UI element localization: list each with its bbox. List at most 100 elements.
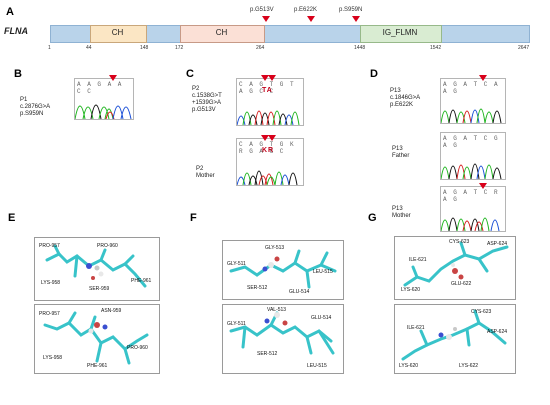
panel-c-caption-top: P2 c.1538G>T +1539G>A p.G513V [192,86,222,114]
residue-label: CYS-623 [471,309,492,315]
panel-b-label: B [14,68,22,80]
chromatogram-c-bottom-trace [237,170,298,185]
residue-label: LYS-958 [41,280,61,286]
residue-label: LEU-515 [313,269,333,275]
panel-f-label: F [190,212,197,224]
chromatogram-d-bottom-sequence: A G A T C R A G [443,189,500,203]
structure-e-top: PRO-957 PRO-960 LYS-958 SER-959 PHE-961 [34,237,160,301]
variant-label-g513v: p.G513V [250,7,274,13]
residue-label: LYS-620 [399,363,419,369]
chromatogram-c-bottom-marker-2 [268,135,276,141]
residue-label: PRO-960 [97,243,118,249]
patient-id: P13 [390,88,401,94]
residue-label: ILE-621 [409,257,427,263]
variant-label-e622k: p.E622K [294,7,318,13]
cdna-change: c.2876G>A [20,104,51,110]
structure-e-bottom: PRO-957 ASN-959 LYS-958 PRO-960 PHE-961 [34,304,160,374]
ch-domain-2-label: CH [215,28,228,37]
residue-label: PRO-957 [39,243,60,249]
structure-g-bottom-model [401,309,507,361]
chromatogram-c-bottom-marker-1 [261,135,269,141]
chromatogram-c-top-marker-1 [261,75,269,81]
gene-name: FLNA [4,26,28,36]
position-148: 148 [140,45,149,51]
chromatogram-d-bottom-trace [441,217,500,231]
ig-flmn-domain-label: IG_FLMN [382,28,418,37]
residue-label: PRO-957 [39,311,60,317]
structure-e-bottom-model [43,311,149,365]
chromatogram-d-bottom-marker [479,183,487,189]
residue-label: GLU-514 [289,289,310,295]
residue-label: SER-512 [247,285,268,291]
structure-g-bottom: CYS-623 ILE-621 ASP-624 LYS-620 LYS-622 [394,304,516,374]
chromatogram-c-top-trace [237,110,300,125]
residue-label: GLU-622 [451,281,472,287]
position-1448: 1448 [354,45,366,51]
chromatogram-d-top-sequence: A G A T C A A G [443,81,500,95]
position-2647: 2647 [518,45,530,51]
patient-id: P1 [20,97,28,103]
structure-e-top-model [45,244,147,288]
residue-label: PHE-961 [87,363,108,369]
panel-d-caption-top: P13 c.1846G>A p.E622K [390,88,420,109]
chromatogram-c-top-sequence: C A G T G T A G C C [239,81,296,95]
relation: Mother [392,213,411,219]
chromatogram-c-bottom: C A G T G K R G A G C KR [236,135,304,186]
structure-g-top-model [403,241,509,287]
chromatogram-d-top-trace [441,108,502,123]
chromatogram-d-bottom: A G A T C R A G [440,183,506,232]
patient-id: P2 [192,86,200,92]
panel-c-caption-bottom: P2 Mother [196,166,215,180]
residue-label: GLY-511 [227,321,246,327]
residue-label: LYS-958 [43,355,63,361]
patient-id: P13 [392,206,403,212]
panel-d-caption-mid: P13 Father [392,146,409,160]
chromatogram-b-marker [109,75,117,81]
residue-label: ASN-959 [101,308,122,314]
chromatogram-d-mid-trace [441,163,502,179]
structure-g-top: CYS-623 ILE-621 ASP-624 GLU-622 LYS-620 [394,236,516,300]
position-44: 44 [86,45,92,51]
chromatogram-c-top-marker-2 [268,75,276,81]
residue-label: CYS-623 [449,239,470,245]
patient-id: P2 [196,166,204,172]
chromatogram-c-bottom-sequence: C A G T G K R G A G C [239,141,296,155]
protein-change: p.E622K [390,102,414,108]
relation: Mother [196,173,215,179]
position-1: 1 [48,45,51,51]
residue-label: SER-512 [257,351,278,357]
residue-label: ILE-621 [407,325,425,331]
structure-f-bottom: VAL-513 GLY-511 GLU-514 SER-512 LEU-515 [222,304,344,374]
variant-marker-e622k [307,16,315,22]
residue-label: SER-959 [89,286,110,292]
chromatogram-b-trace [75,104,132,119]
residue-label: ASP-624 [487,329,508,335]
residue-label: LEU-515 [307,363,327,369]
chromatogram-b-sequence: A A G A A C C [77,81,123,95]
variant-marker-s959n [352,16,360,22]
chromatogram-c-top-highlight: TA [262,87,273,94]
chromatogram-d-mid: A G A T C G A G [440,132,506,180]
patient-id: P13 [392,146,403,152]
panel-d-label: D [370,68,378,80]
residue-label: GLY-513 [265,245,285,251]
residue-label: PHE-961 [131,278,152,284]
cdna-change: c.1846G>A [390,95,421,101]
cdna-change-1: c.1538G>T [192,93,222,99]
panel-d-caption-bottom: P13 Mother [392,206,411,220]
chromatogram-b: A A G A A C C [74,75,134,120]
residue-label: PRO-960 [127,345,148,351]
panel-e-label: E [8,212,16,224]
chromatogram-d-mid-sequence: A G A T C G A G [443,135,500,149]
cdna-change-2: +1539G>A [192,100,222,106]
protein-change: p.S959N [20,111,44,117]
chromatogram-d-top: A G A T C A A G [440,75,506,124]
structure-f-top-model [229,249,337,289]
residue-label: GLY-511 [227,261,246,267]
variant-marker-g513v [262,16,270,22]
residue-label: VAL-513 [267,307,287,313]
residue-label: ASP-624 [487,241,508,247]
panel-g-label: G [368,212,377,224]
structure-f-bottom-model [229,311,335,355]
panel-a-label: A [6,6,14,18]
